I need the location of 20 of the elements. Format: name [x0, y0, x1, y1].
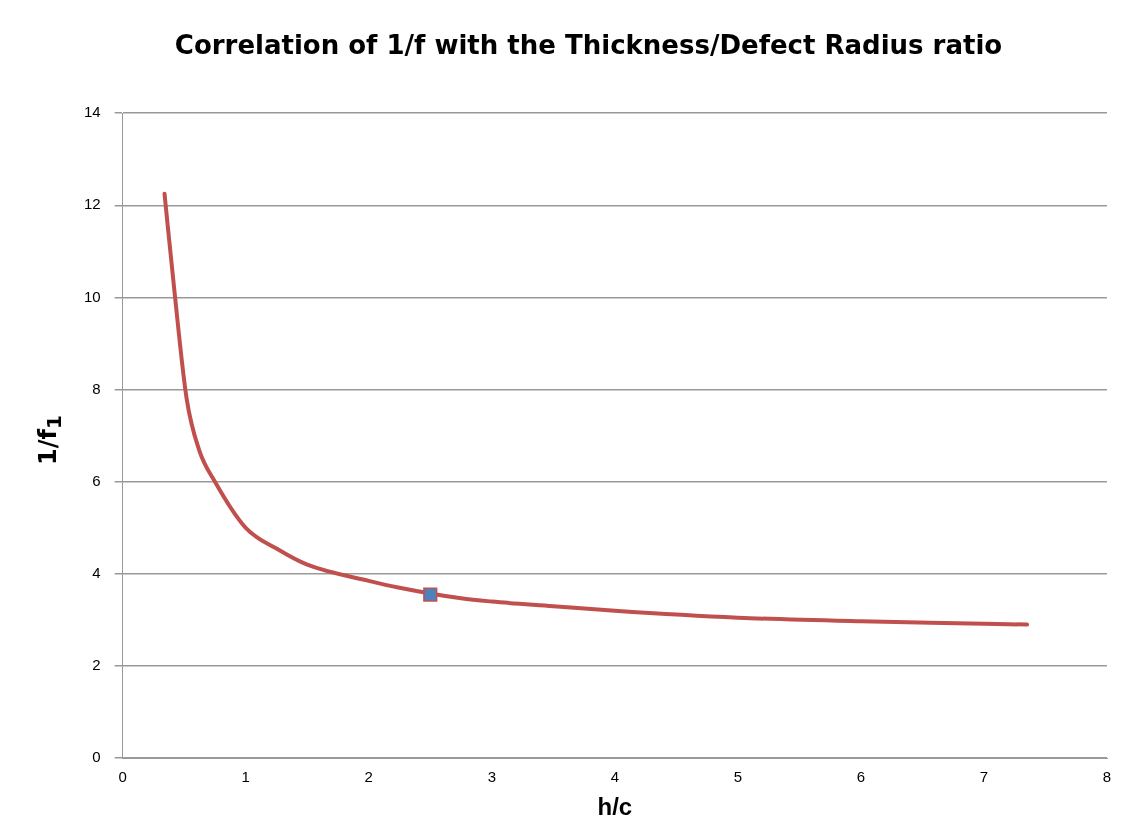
y-tick-label: 4: [92, 564, 101, 582]
x-tick-label: 1: [241, 768, 250, 786]
x-tick-label: 0: [118, 768, 127, 786]
y-tick-label: 10: [84, 287, 101, 305]
y-tick-label: 0: [92, 748, 101, 766]
x-tick-label: 5: [733, 768, 743, 786]
x-tick-label: 4: [610, 768, 620, 786]
y-tick-label: 14: [84, 103, 101, 121]
chart-title: Correlation of 1/f with the Thickness/Defect Radius ratio: [174, 30, 1003, 61]
x-tick-label: 3: [487, 768, 496, 786]
y-tick-label: 8: [92, 379, 101, 397]
x-tick-label: 2: [364, 768, 373, 786]
x-axis-title: h/c: [597, 793, 633, 821]
x-tick-label: 7: [979, 768, 989, 786]
y-tick-label: 12: [84, 195, 101, 213]
x-tick-label: 6: [856, 768, 866, 786]
y-tick-label: 2: [92, 656, 101, 674]
x-tick-label: 8: [1102, 768, 1112, 786]
line-series: [162, 191, 1030, 627]
y-tick-label: 6: [92, 471, 101, 489]
